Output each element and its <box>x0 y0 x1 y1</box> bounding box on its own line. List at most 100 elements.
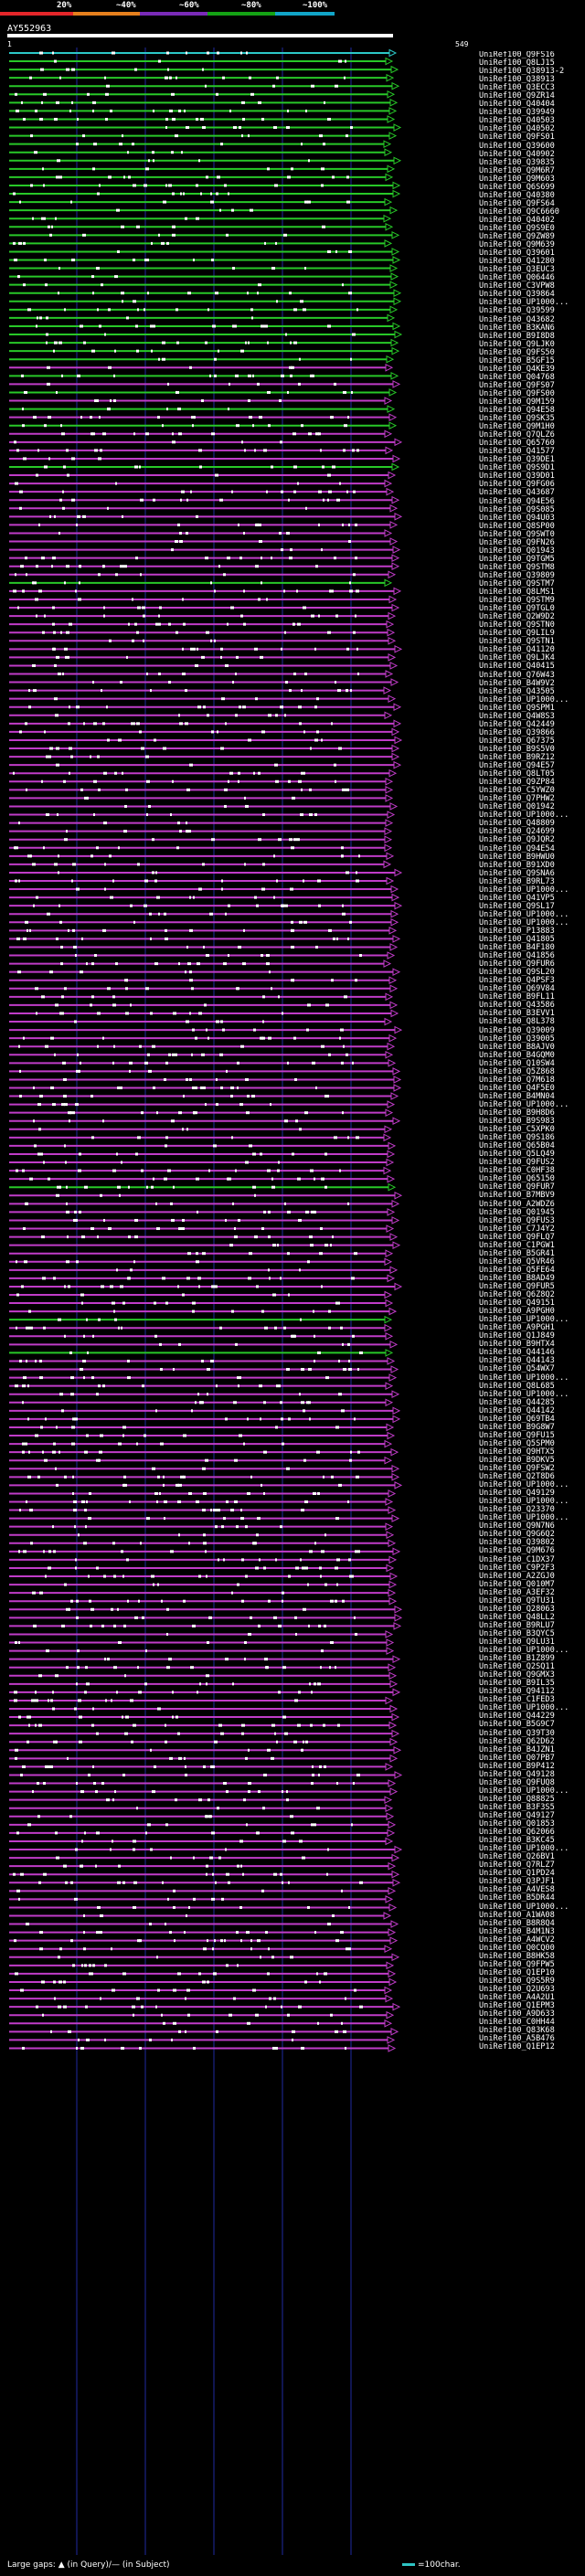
hit-id[interactable]: UniRef100_Q48809 <box>479 819 555 829</box>
hit-id[interactable]: UniRef100_Q5Z868 <box>479 1066 555 1076</box>
hit-id[interactable]: UniRef100_Q9FS07 <box>479 380 555 390</box>
hit-id[interactable]: UniRef100_Q65150 <box>479 1174 555 1184</box>
hit-id[interactable]: UniRef100_Q7RLZ7 <box>479 1860 555 1871</box>
hit-id[interactable]: UniRef100_Q39809 <box>479 570 555 580</box>
hit-id[interactable]: UniRef100_Q40402 <box>479 215 555 225</box>
hit-id[interactable]: UniRef100_Q9C6660 <box>479 207 559 217</box>
hit-id[interactable]: UniRef100_B3KAN6 <box>479 323 555 333</box>
hit-id[interactable]: UniRef100_Q01943 <box>479 546 555 556</box>
hit-id[interactable]: UniRef100_Q41805 <box>479 935 555 945</box>
hit-id[interactable]: UniRef100_B1Z899 <box>479 1654 555 1664</box>
hit-id[interactable]: UniRef100_UP1000... <box>479 917 569 928</box>
hit-id[interactable]: UniRef100_Q69V84 <box>479 984 555 994</box>
hit-id[interactable]: UniRef100_B9HWU0 <box>479 852 555 862</box>
hit-id[interactable]: UniRef100_Q10SW4 <box>479 1058 555 1068</box>
hit-id[interactable]: UniRef100_B9RL73 <box>479 876 555 886</box>
hit-id[interactable]: UniRef100_B4M1N3 <box>479 1926 555 1936</box>
hit-id[interactable]: UniRef100_Q9ZP84 <box>479 778 555 788</box>
hit-id[interactable]: UniRef100_Q41VP5 <box>479 893 555 903</box>
hit-id[interactable]: UniRef100_Q9M639 <box>479 240 555 250</box>
hit-id[interactable]: UniRef100_Q9STN0 <box>479 620 555 631</box>
hit-id[interactable]: UniRef100_Q39599 <box>479 306 555 316</box>
hit-id[interactable]: UniRef100_Q4KE39 <box>479 364 555 374</box>
hit-id[interactable]: UniRef100_B9P412 <box>479 1761 555 1771</box>
hit-id[interactable]: UniRef100_Q9FUS2 <box>479 1158 555 1168</box>
hit-id[interactable]: UniRef100_Q1EP10 <box>479 1967 555 1977</box>
hit-id[interactable]: UniRef100_A2WDZ6 <box>479 1199 555 1209</box>
hit-id[interactable]: UniRef100_Q39835 <box>479 157 555 167</box>
hit-id[interactable]: UniRef100_B8R8Q4 <box>479 1918 555 1928</box>
hit-id[interactable]: UniRef100_B8AD49 <box>479 1273 555 1283</box>
hit-id[interactable]: UniRef100_Q41120 <box>479 645 555 655</box>
hit-id[interactable]: UniRef100_P13883 <box>479 926 555 936</box>
hit-id[interactable]: UniRef100_B4F180 <box>479 943 555 953</box>
hit-id[interactable]: UniRef100_A4A2U1 <box>479 1993 555 2003</box>
hit-id[interactable]: UniRef100_Q7M618 <box>479 1075 555 1085</box>
hit-id[interactable]: UniRef100_A4VES8 <box>479 1885 555 1895</box>
hit-id[interactable]: UniRef100_UP1000... <box>479 1902 569 1912</box>
hit-id[interactable]: UniRef100_Q9FLQ7 <box>479 1232 555 1242</box>
hit-id[interactable]: UniRef100_Q2W9D2 <box>479 612 555 622</box>
hit-id[interactable]: UniRef100_Q9JQR2 <box>479 835 555 845</box>
hit-id[interactable]: UniRef100_Q54WX7 <box>479 1364 555 1374</box>
hit-id[interactable]: UniRef100_Q9FUQ8 <box>479 1777 555 1787</box>
hit-id[interactable]: UniRef100_B3QYC5 <box>479 1628 555 1638</box>
hit-id[interactable]: UniRef100_Q9M6R7 <box>479 165 555 175</box>
hit-id[interactable]: UniRef100_B3EVV1 <box>479 1009 555 1019</box>
hit-id[interactable]: UniRef100_Q41577 <box>479 447 555 457</box>
hit-id[interactable]: UniRef100_Q010M7 <box>479 1579 555 1589</box>
hit-id[interactable]: UniRef100_Q26BV1 <box>479 1852 555 1862</box>
hit-id[interactable]: UniRef100_A4WCV2 <box>479 1935 555 1945</box>
hit-id[interactable]: UniRef100_Q9G6Q2 <box>479 1530 555 1540</box>
hit-id[interactable]: UniRef100_UP1000... <box>479 885 569 895</box>
hit-id[interactable]: UniRef100_Q39T30 <box>479 1728 555 1738</box>
hit-id[interactable]: UniRef100_Q9STN1 <box>479 637 555 647</box>
hit-id[interactable]: UniRef100_A9D633 <box>479 2009 555 2019</box>
hit-id[interactable]: UniRef100_UP1000... <box>479 1497 569 1507</box>
hit-id[interactable]: UniRef100_B4W9V2 <box>479 678 555 688</box>
hit-id[interactable]: UniRef100_Q39601 <box>479 249 555 259</box>
hit-id[interactable]: UniRef100_Q9ZW89 <box>479 232 555 242</box>
hit-id[interactable]: UniRef100_Q9SK35 <box>479 414 555 424</box>
hit-id[interactable]: UniRef100_A9PGH0 <box>479 1307 555 1317</box>
hit-id[interactable]: UniRef100_UP1000... <box>479 1844 569 1854</box>
hit-id[interactable]: UniRef100_C5XPK0 <box>479 1125 555 1135</box>
hit-id[interactable]: UniRef100_Q9FUR7 <box>479 1182 555 1193</box>
hit-id[interactable]: UniRef100_UP1000... <box>479 909 569 919</box>
hit-id[interactable]: UniRef100_UP1000... <box>479 1315 569 1325</box>
hit-id[interactable]: UniRef100_B9FL11 <box>479 992 555 1002</box>
hit-id[interactable]: UniRef100_Q9LJK0 <box>479 339 555 349</box>
hit-id[interactable]: UniRef100_Q49127 <box>479 1810 555 1820</box>
hit-id[interactable]: UniRef100_Q9STM9 <box>479 596 555 606</box>
hit-id[interactable]: UniRef100_Q1J849 <box>479 1331 555 1341</box>
hit-id[interactable]: UniRef100_Q67375 <box>479 736 555 746</box>
hit-id[interactable]: UniRef100_Q9S085 <box>479 504 555 514</box>
hit-id[interactable]: UniRef100_Q40502 <box>479 124 555 134</box>
hit-id[interactable]: UniRef100_B3F3S5 <box>479 1802 555 1812</box>
hit-id[interactable]: UniRef100_Q9FUR6 <box>479 959 555 970</box>
hit-id[interactable]: UniRef100_B9H8D6 <box>479 1108 555 1118</box>
hit-id[interactable]: UniRef100_Q23370 <box>479 1505 555 1515</box>
hit-id[interactable]: UniRef100_Q40415 <box>479 662 555 672</box>
hit-id[interactable]: UniRef100_Q8L685 <box>479 1381 555 1391</box>
hit-id[interactable]: UniRef100_Q9FG06 <box>479 480 555 490</box>
hit-id[interactable]: UniRef100_B4JZN1 <box>479 1744 555 1754</box>
hit-id[interactable]: UniRef100_B5GR41 <box>479 1248 555 1258</box>
hit-id[interactable]: UniRef100_Q9FUR5 <box>479 1281 555 1291</box>
hit-id[interactable]: UniRef100_Q5LQ49 <box>479 1150 555 1160</box>
hit-id[interactable]: UniRef100_UP1000... <box>479 1646 569 1656</box>
hit-id[interactable]: UniRef100_Q44143 <box>479 1356 555 1366</box>
hit-id[interactable]: UniRef100_Q49128 <box>479 1769 555 1779</box>
hit-id[interactable]: UniRef100_UP1000... <box>479 694 569 705</box>
hit-id[interactable]: UniRef100_Q9HTX5 <box>479 1447 555 1457</box>
hit-id[interactable]: UniRef100_B8AJV0 <box>479 1042 555 1052</box>
hit-id[interactable]: UniRef100_Q7QLZ6 <box>479 430 555 440</box>
hit-id[interactable]: UniRef100_Q9LJK4 <box>479 653 555 663</box>
hit-id[interactable]: UniRef100_Q49129 <box>479 1489 555 1499</box>
hit-id[interactable]: UniRef100_Q38913-2 <box>479 67 565 77</box>
hit-id[interactable]: UniRef100_Q39600 <box>479 141 555 151</box>
hit-id[interactable]: UniRef100_UP1000... <box>479 1480 569 1490</box>
hit-id[interactable]: UniRef100_Q62D62 <box>479 1736 555 1746</box>
hit-id[interactable]: UniRef100_Q41280 <box>479 257 555 267</box>
hit-id[interactable]: UniRef100_Q39949 <box>479 108 555 118</box>
